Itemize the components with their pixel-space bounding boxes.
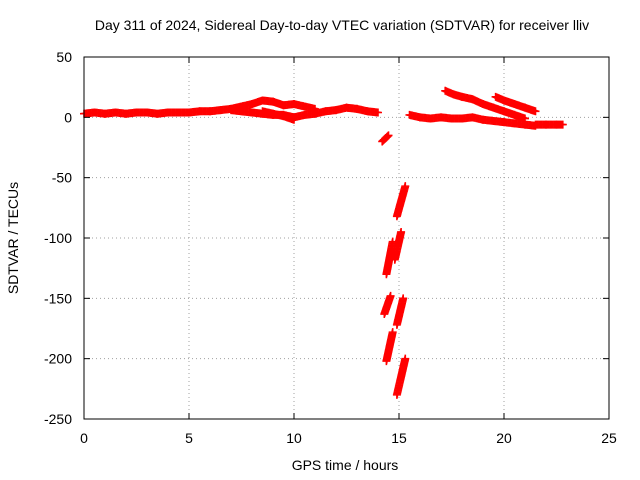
x-tick-label: 0 <box>80 430 88 446</box>
data-point-marker <box>401 354 410 363</box>
series-segment <box>392 354 410 399</box>
data-point-marker <box>384 131 393 140</box>
y-tick-label: -200 <box>44 351 72 367</box>
x-tick-label: 25 <box>601 430 617 446</box>
series-segment <box>380 291 395 319</box>
series-segment <box>382 237 397 279</box>
data-point-marker <box>397 227 406 236</box>
series-segment <box>441 86 529 123</box>
series-segment <box>378 131 393 146</box>
y-tick-label: -100 <box>44 230 72 246</box>
x-axis-title: GPS time / hours <box>292 457 399 473</box>
data-point-marker <box>383 132 392 141</box>
x-tick-labels: 0 5 10 15 20 25 <box>80 430 617 446</box>
axis-ticks <box>83 56 610 420</box>
data-point-marker <box>382 133 391 142</box>
data-marks <box>80 86 567 399</box>
x-tick-label: 10 <box>286 430 302 446</box>
data-point-marker <box>531 107 540 116</box>
series-segment <box>258 107 298 124</box>
chart-title: Day 311 of 2024, Sidereal Day-to-day VTE… <box>95 17 589 33</box>
series-segment <box>405 110 540 130</box>
data-point-marker <box>374 108 382 117</box>
y-tick-label: -150 <box>44 290 72 306</box>
data-point-marker <box>521 114 529 123</box>
data-point-marker <box>386 291 395 300</box>
x-tick-label: 20 <box>496 430 512 446</box>
data-point-marker <box>290 115 298 124</box>
x-tick-label: 15 <box>391 430 407 446</box>
y-tick-label: -50 <box>52 170 72 186</box>
data-point-marker <box>558 120 567 129</box>
data-point-marker <box>399 294 408 303</box>
series-segment <box>390 227 406 264</box>
series-segment <box>382 328 397 366</box>
y-tick-label: -250 <box>44 411 72 427</box>
series-segment <box>392 182 410 221</box>
data-point-marker <box>401 182 410 191</box>
y-tick-label: 50 <box>56 49 72 65</box>
series-segment <box>531 120 567 129</box>
y-tick-label: 0 <box>64 109 72 125</box>
series-segment <box>80 96 319 118</box>
y-tick-labels: -250 -200 -150 -100 -50 0 50 <box>44 49 72 427</box>
y-axis-title: SDTVAR / TECUs <box>5 182 21 294</box>
data-point-marker <box>388 328 397 337</box>
x-tick-label: 5 <box>185 430 193 446</box>
series-segment <box>491 92 540 116</box>
series-segment <box>392 294 408 329</box>
